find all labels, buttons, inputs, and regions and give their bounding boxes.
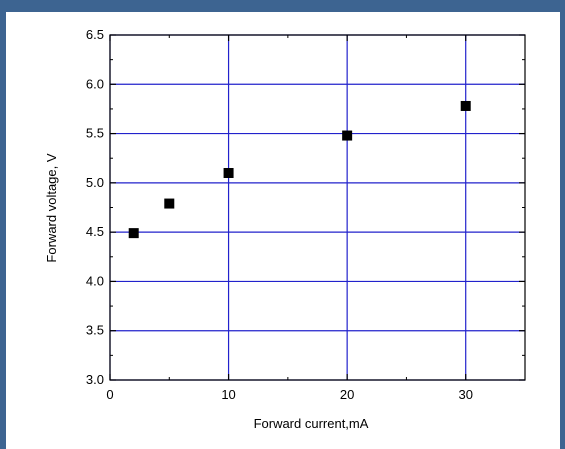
x-axis-title: Forward current,mA <box>254 416 369 431</box>
tick-labels: 3.0 3.5 4.0 4.5 5.0 5.5 6.0 6.5 0 10 20 30 <box>86 27 473 402</box>
x-tick-label: 30 <box>458 387 472 402</box>
y-tick-label: 4.5 <box>86 224 104 239</box>
y-tick-label: 3.5 <box>86 323 104 338</box>
window-right-border <box>560 0 565 449</box>
data-point <box>128 228 139 239</box>
y-tick-label: 5.0 <box>86 175 104 190</box>
x-tick-label: 10 <box>221 387 235 402</box>
window-top-border <box>0 0 565 12</box>
data-points <box>128 100 471 239</box>
y-tick-label: 3.0 <box>86 372 104 387</box>
y-tick-label: 4.0 <box>86 273 104 288</box>
data-point <box>223 168 234 178</box>
data-point <box>460 100 471 111</box>
data-point <box>342 130 353 141</box>
window-left-border <box>0 0 6 449</box>
data-point <box>164 198 175 209</box>
y-tick-label: 5.5 <box>86 126 104 141</box>
y-tick-label: 6.0 <box>86 76 104 91</box>
y-tick-label: 6.5 <box>86 27 104 42</box>
y-axis-title: Forward voltage, V <box>44 153 59 262</box>
ticks <box>109 34 525 381</box>
x-tick-label: 0 <box>106 387 113 402</box>
x-tick-label: 20 <box>340 387 354 402</box>
